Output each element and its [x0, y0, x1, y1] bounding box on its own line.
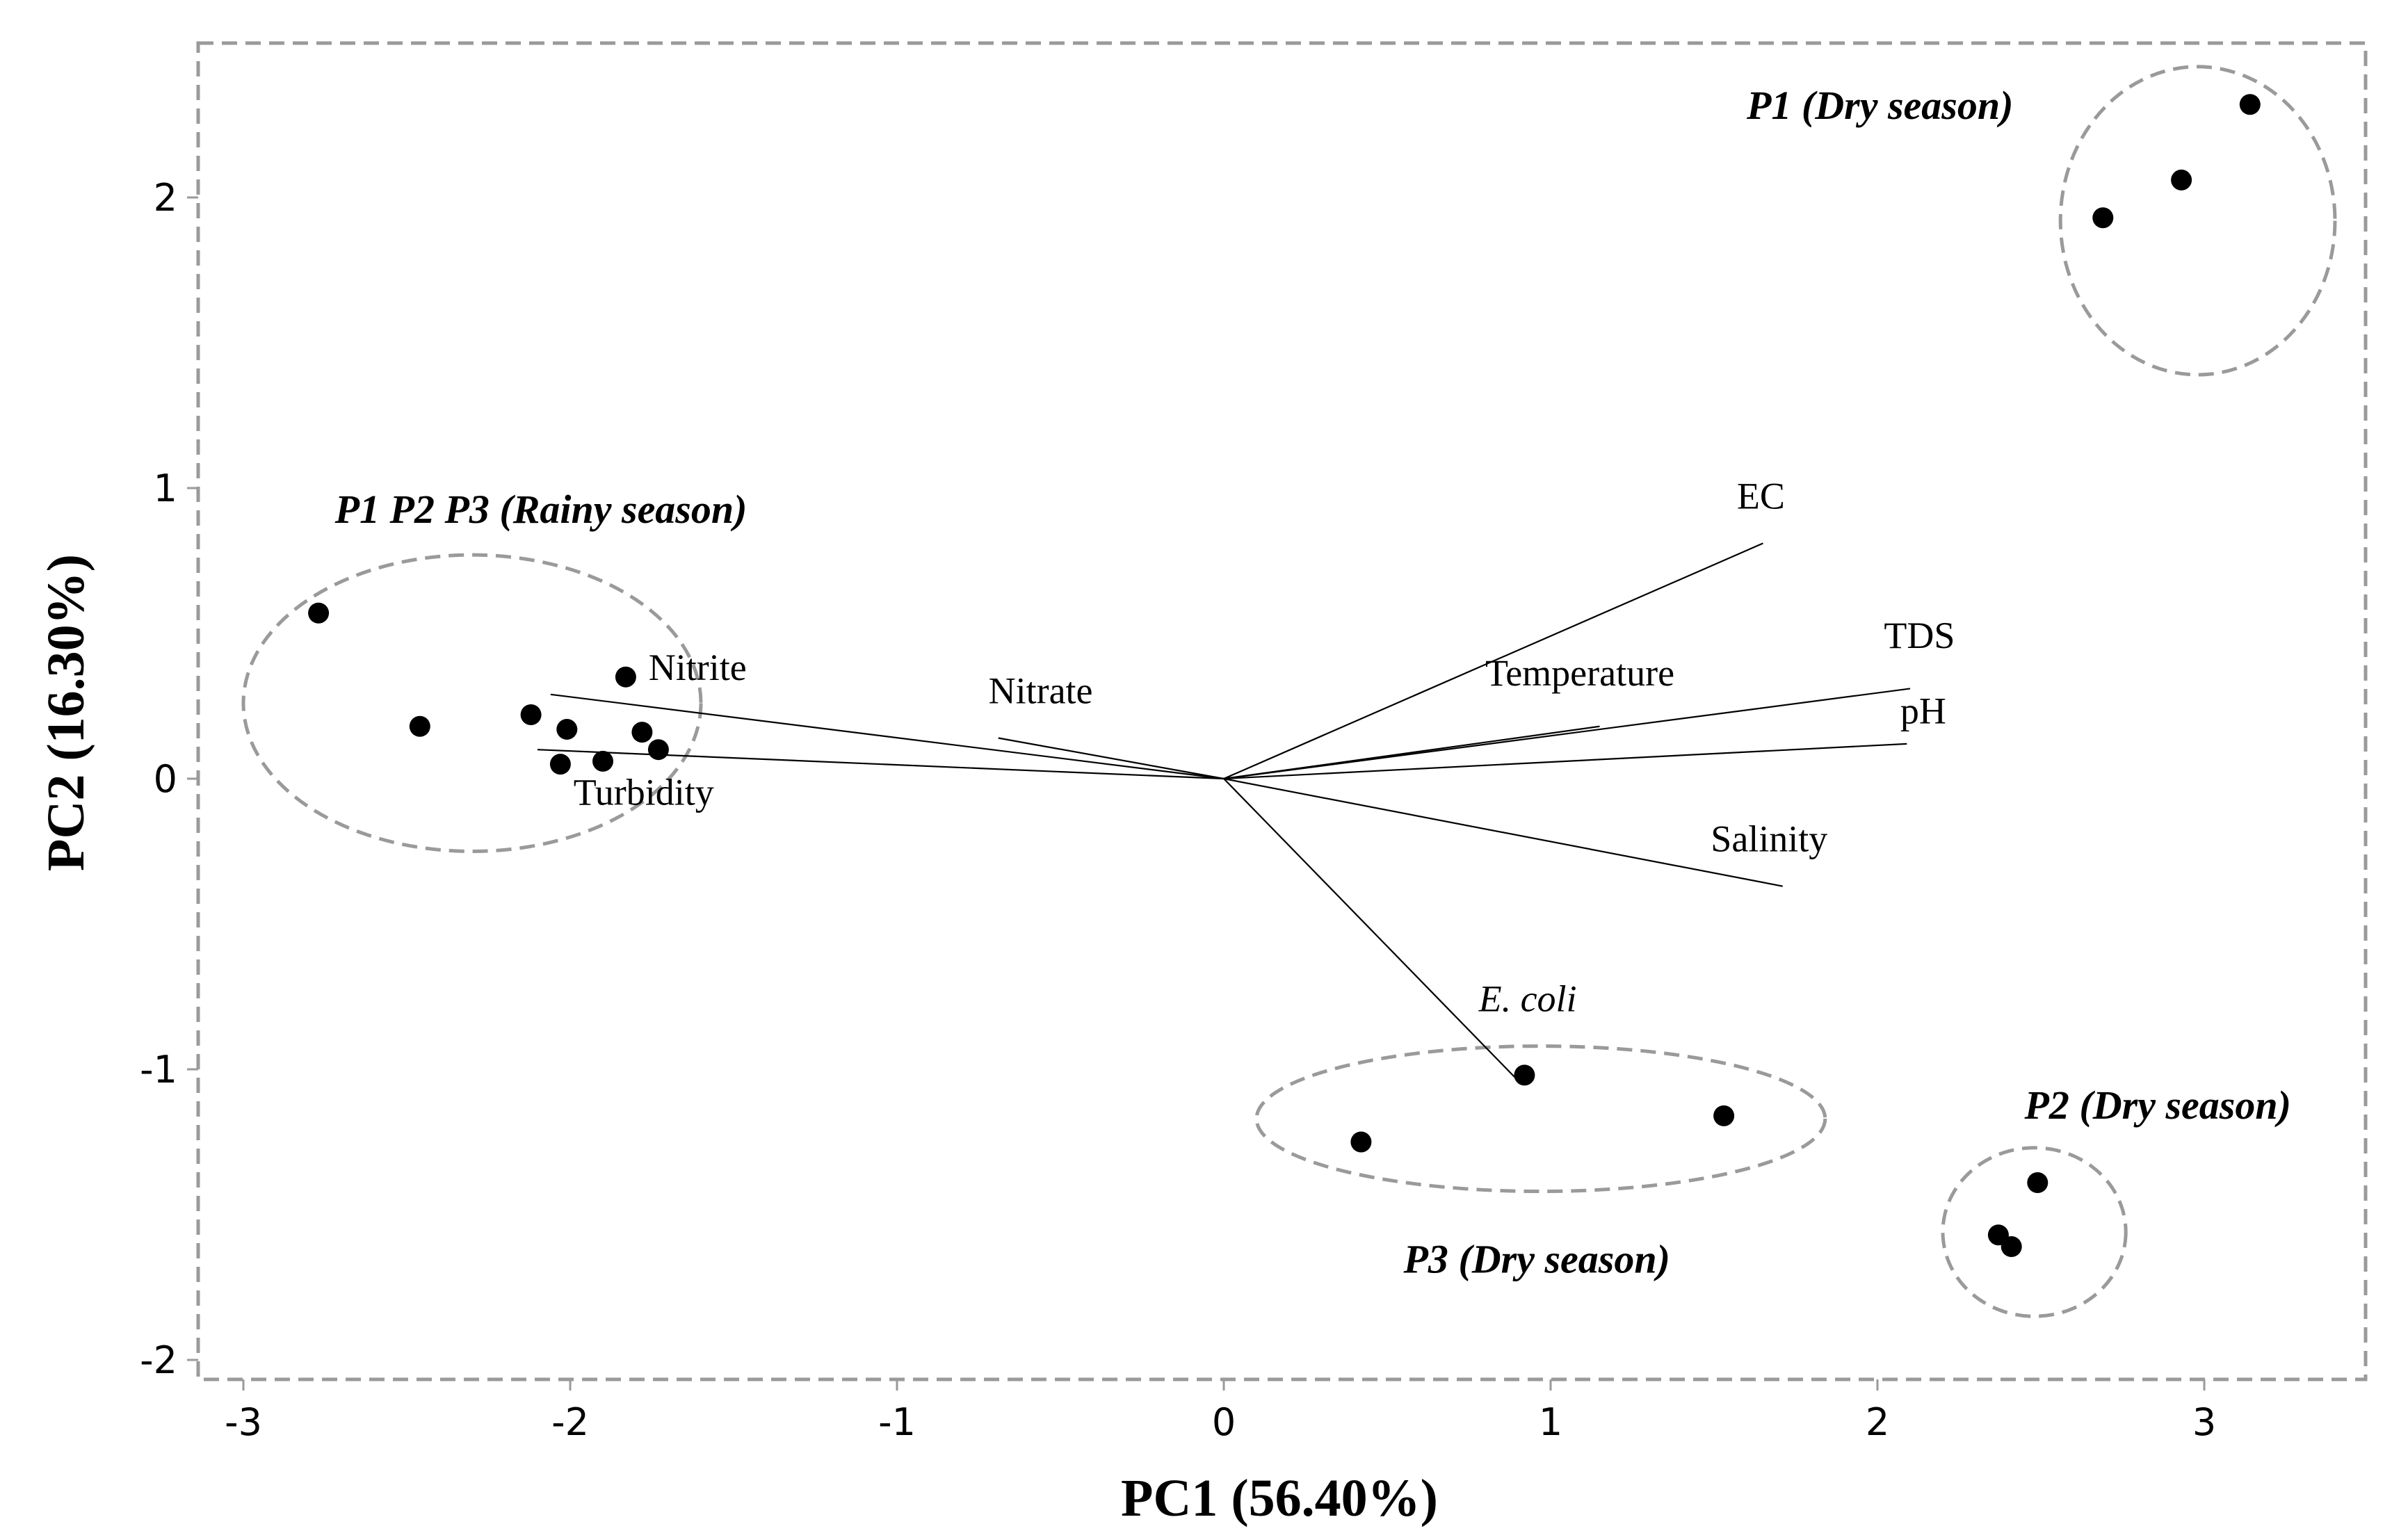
loading-label: EC [1737, 475, 1785, 517]
score-point [2239, 94, 2261, 115]
score-point [1713, 1105, 1735, 1126]
score-points [308, 94, 2261, 1257]
loading-label: Temperature [1485, 652, 1674, 694]
loading-vector [1223, 688, 1911, 780]
loading-label: Nitrite [649, 647, 747, 688]
loading-label: TDS [1884, 615, 1955, 656]
score-point [520, 704, 542, 726]
loading-vector [1223, 778, 1522, 1085]
y-tick-label: -1 [140, 1048, 177, 1092]
score-point [556, 718, 578, 740]
score-point [592, 750, 613, 772]
group-ellipse [241, 553, 703, 853]
group-ellipse [1941, 1146, 2128, 1318]
x-tick-label: -3 [225, 1400, 262, 1444]
score-point [2092, 207, 2114, 229]
score-point [1350, 1131, 1372, 1153]
loading-vector [1223, 777, 1783, 887]
plot-frame [196, 41, 2368, 1381]
score-point [308, 602, 330, 624]
loading-vector [1223, 743, 1907, 780]
loading-label: pH [1900, 690, 1946, 732]
y-tick-label: 0 [154, 757, 177, 801]
x-tick-label: -1 [878, 1400, 916, 1444]
x-tick-label: 0 [1212, 1400, 1236, 1444]
score-point [2027, 1172, 2048, 1194]
group-ellipse [1254, 1044, 1827, 1194]
y-tick-label: 2 [154, 176, 177, 220]
score-point [549, 754, 571, 775]
loading-vector [998, 737, 1225, 780]
loading-vector [1223, 542, 1763, 780]
x-tick-label: 2 [1866, 1400, 1889, 1444]
x-tick-label: -2 [551, 1400, 589, 1444]
score-point [615, 666, 636, 688]
score-point [409, 715, 430, 737]
y-tick-label: 1 [154, 467, 177, 510]
axes: -3 -2 -1 0 1 2 3 -2 -1 0 1 2 [140, 176, 2216, 1444]
score-point [2171, 169, 2192, 191]
score-point [631, 722, 653, 743]
y-tick-label: -2 [140, 1338, 177, 1382]
score-point [1514, 1064, 1535, 1086]
loading-label: E. coli [1478, 978, 1577, 1019]
x-tick-label: 1 [1539, 1400, 1562, 1444]
score-point [647, 739, 669, 761]
group-ellipses: P1 P2 P3 (Rainy season) P1 (Dry season) P2… [241, 65, 2337, 1318]
group-label: P3 (Dry season) [1403, 1237, 1670, 1282]
loading-label: Nitrate [989, 670, 1093, 711]
x-tick-label: 3 [2192, 1400, 2216, 1444]
loading-label: Salinity [1711, 818, 1827, 860]
group-label: P1 (Dry season) [1746, 83, 2013, 128]
loading-vector [1223, 725, 1600, 780]
loading-vectors: EC TDS Temperature pH Salinity E. coli Nitrate… [537, 475, 1955, 1085]
loading-vector [550, 693, 1225, 780]
loading-label: Turbidity [574, 772, 714, 813]
x-axis-title: PC1 (56.40%) [1121, 1469, 1438, 1527]
group-label: P2 (Dry season) [2024, 1083, 2291, 1128]
group-ellipse [2058, 65, 2337, 377]
score-point [2001, 1235, 2022, 1257]
group-label: P1 P2 P3 (Rainy season) [334, 487, 748, 532]
y-axis-title: PC2 (16.30%) [37, 554, 95, 871]
